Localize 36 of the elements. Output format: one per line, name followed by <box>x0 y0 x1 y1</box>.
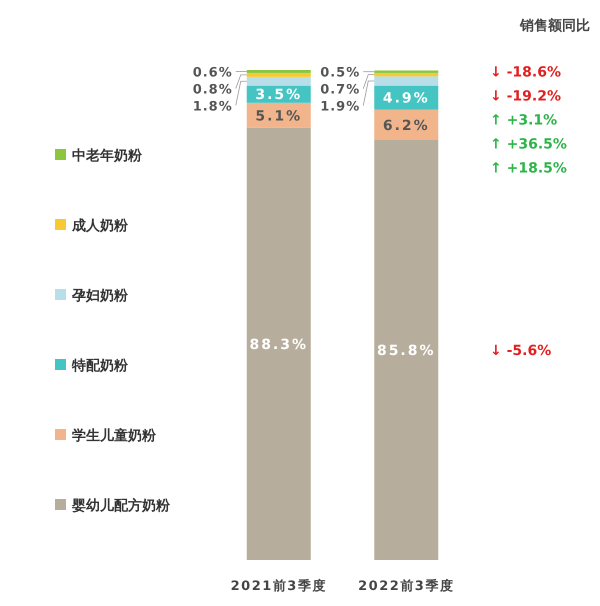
bar <box>374 76 438 86</box>
legend-label: 中老年奶粉 <box>72 148 143 164</box>
bar <box>374 70 438 73</box>
data-label: 1.8% <box>192 99 233 114</box>
text: ↑ +18.5% <box>490 160 567 177</box>
data-label: 0.5% <box>320 66 360 81</box>
legend-label: 学生儿童奶粉 <box>72 427 157 444</box>
bar <box>374 72 438 76</box>
legend-label: 孕妇奶粉 <box>71 288 129 304</box>
legend-label: 成人奶粉 <box>71 218 129 234</box>
bar <box>374 110 438 140</box>
text: 销售额同比 <box>519 17 590 34</box>
data-label: 6.2% <box>382 118 430 134</box>
x-tick-label: 2022前3季度 <box>358 578 454 594</box>
text: ↑ +3.1% <box>490 112 558 129</box>
bar <box>246 70 311 73</box>
data-label: 3.5% <box>255 87 302 104</box>
data-label: 4.9% <box>382 90 430 107</box>
data-label: 85.8% <box>376 343 436 359</box>
data-label: 0.7% <box>320 82 360 98</box>
data-label: 1.9% <box>320 100 360 115</box>
data-label: 88.3% <box>249 336 308 353</box>
text: ↑ +36.5% <box>490 136 567 153</box>
bar <box>246 128 311 560</box>
text: ↓ -5.6% <box>490 343 552 359</box>
x-tick-label: 2021前3季度 <box>230 578 327 594</box>
bar <box>374 140 438 560</box>
text: ↓ -18.6% <box>490 64 561 81</box>
bar <box>246 76 311 86</box>
legend-label: 特配奶粉 <box>71 358 129 374</box>
bar <box>246 72 311 77</box>
text: ↓ -19.2% <box>490 88 561 105</box>
legend-label: 婴幼儿配方奶粉 <box>71 497 171 514</box>
data-label: 0.8% <box>192 82 233 98</box>
data-label: 5.1% <box>255 108 302 124</box>
data-label: 0.6% <box>192 65 233 80</box>
